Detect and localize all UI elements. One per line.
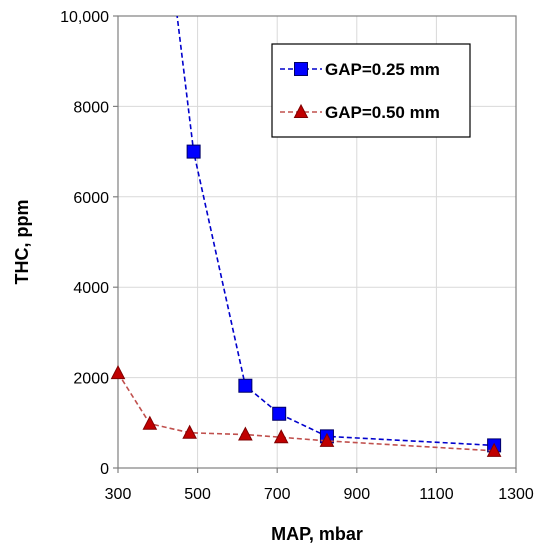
data-point-triangle (273, 429, 289, 444)
legend-entry-1: GAP=0.25 mm (280, 60, 440, 79)
axes-layer (113, 15, 517, 473)
data-point-square (186, 144, 201, 159)
legend-triangle-marker (293, 103, 309, 118)
series-line (118, 372, 495, 452)
legend: GAP=0.25 mm GAP=0.50 mm (271, 43, 471, 138)
data-point-triangle (110, 364, 126, 380)
legend-box (271, 43, 471, 138)
series-line (176, 16, 495, 447)
y-axis-title: THC, ppm (12, 200, 32, 285)
labels-layer: 300 500 700 900 1100 1300 0 2000 4000 6000 8000 10,… (12, 9, 534, 544)
x-tick-label: 500 (184, 486, 211, 503)
series-layer (110, 16, 502, 457)
x-tick-label: 300 (105, 486, 132, 503)
legend-entry-2: GAP=0.50 mm (280, 103, 440, 122)
x-axis-title: MAP, mbar (271, 524, 363, 544)
data-point-triangle (142, 415, 158, 430)
x-tick-label: 900 (343, 486, 370, 503)
x-tick-label: 1100 (419, 486, 454, 503)
legend-label: GAP=0.50 mm (325, 103, 440, 122)
y-tick-label: 10,000 (60, 9, 109, 26)
legend-label: GAP=0.25 mm (325, 60, 440, 79)
x-tick-label: 700 (264, 486, 291, 503)
x-tick-label: 1300 (498, 486, 534, 503)
data-point-square (272, 406, 287, 421)
data-point-triangle (486, 442, 502, 457)
y-tick-label: 4000 (73, 280, 109, 297)
legend-square-marker (294, 62, 308, 76)
series-2 (118, 372, 495, 452)
y-tick-label: 8000 (73, 99, 109, 116)
series-1 (176, 16, 495, 447)
plot-frame (117, 15, 517, 469)
y-tick-label: 0 (100, 461, 109, 478)
data-point-triangle (182, 424, 197, 439)
y-tick-label: 2000 (73, 371, 109, 388)
y-tick-label: 6000 (73, 190, 109, 207)
data-point-square (238, 378, 253, 393)
data-point-triangle (238, 426, 253, 441)
data-point-triangle (319, 432, 335, 447)
